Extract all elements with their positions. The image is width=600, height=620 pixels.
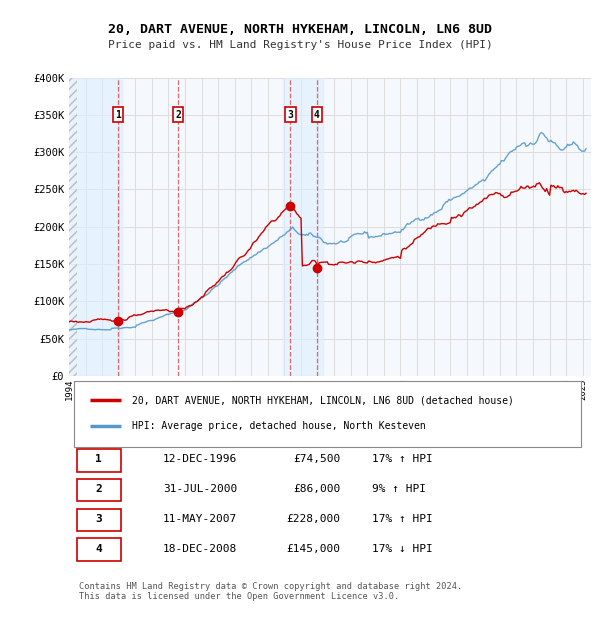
Text: 17% ↑ HPI: 17% ↑ HPI [372,514,433,524]
Text: 20, DART AVENUE, NORTH HYKEHAM, LINCOLN, LN6 8UD (detached house): 20, DART AVENUE, NORTH HYKEHAM, LINCOLN,… [131,395,514,405]
FancyBboxPatch shape [77,479,121,502]
FancyBboxPatch shape [74,381,581,447]
Text: 9% ↑ HPI: 9% ↑ HPI [372,484,426,494]
Text: 31-JUL-2000: 31-JUL-2000 [163,484,237,494]
Text: 4: 4 [314,110,320,120]
Text: 2: 2 [95,484,102,494]
Text: 3: 3 [287,110,293,120]
Text: 4: 4 [95,544,102,554]
Text: 17% ↑ HPI: 17% ↑ HPI [372,454,433,464]
Text: 1: 1 [95,454,102,464]
Text: 11-MAY-2007: 11-MAY-2007 [163,514,237,524]
FancyBboxPatch shape [77,508,121,531]
Text: 18-DEC-2008: 18-DEC-2008 [163,544,237,554]
Text: 2: 2 [175,110,181,120]
Text: £74,500: £74,500 [293,454,340,464]
FancyBboxPatch shape [77,450,121,472]
Text: £228,000: £228,000 [286,514,340,524]
Text: HPI: Average price, detached house, North Kesteven: HPI: Average price, detached house, Nort… [131,422,425,432]
Bar [69,78,70,376]
Text: 1: 1 [115,110,121,120]
FancyBboxPatch shape [77,538,121,560]
Bar [69,78,122,376]
Text: 17% ↓ HPI: 17% ↓ HPI [372,544,433,554]
Text: 20, DART AVENUE, NORTH HYKEHAM, LINCOLN, LN6 8UD: 20, DART AVENUE, NORTH HYKEHAM, LINCOLN,… [108,23,492,36]
Text: 3: 3 [95,514,102,524]
Text: Contains HM Land Registry data © Crown copyright and database right 2024.
This d: Contains HM Land Registry data © Crown c… [79,582,463,601]
Text: 12-DEC-1996: 12-DEC-1996 [163,454,237,464]
Bar [283,78,323,376]
Text: Price paid vs. HM Land Registry's House Price Index (HPI): Price paid vs. HM Land Registry's House … [107,40,493,50]
Text: £145,000: £145,000 [286,544,340,554]
Text: £86,000: £86,000 [293,484,340,494]
Bar [69,78,77,376]
